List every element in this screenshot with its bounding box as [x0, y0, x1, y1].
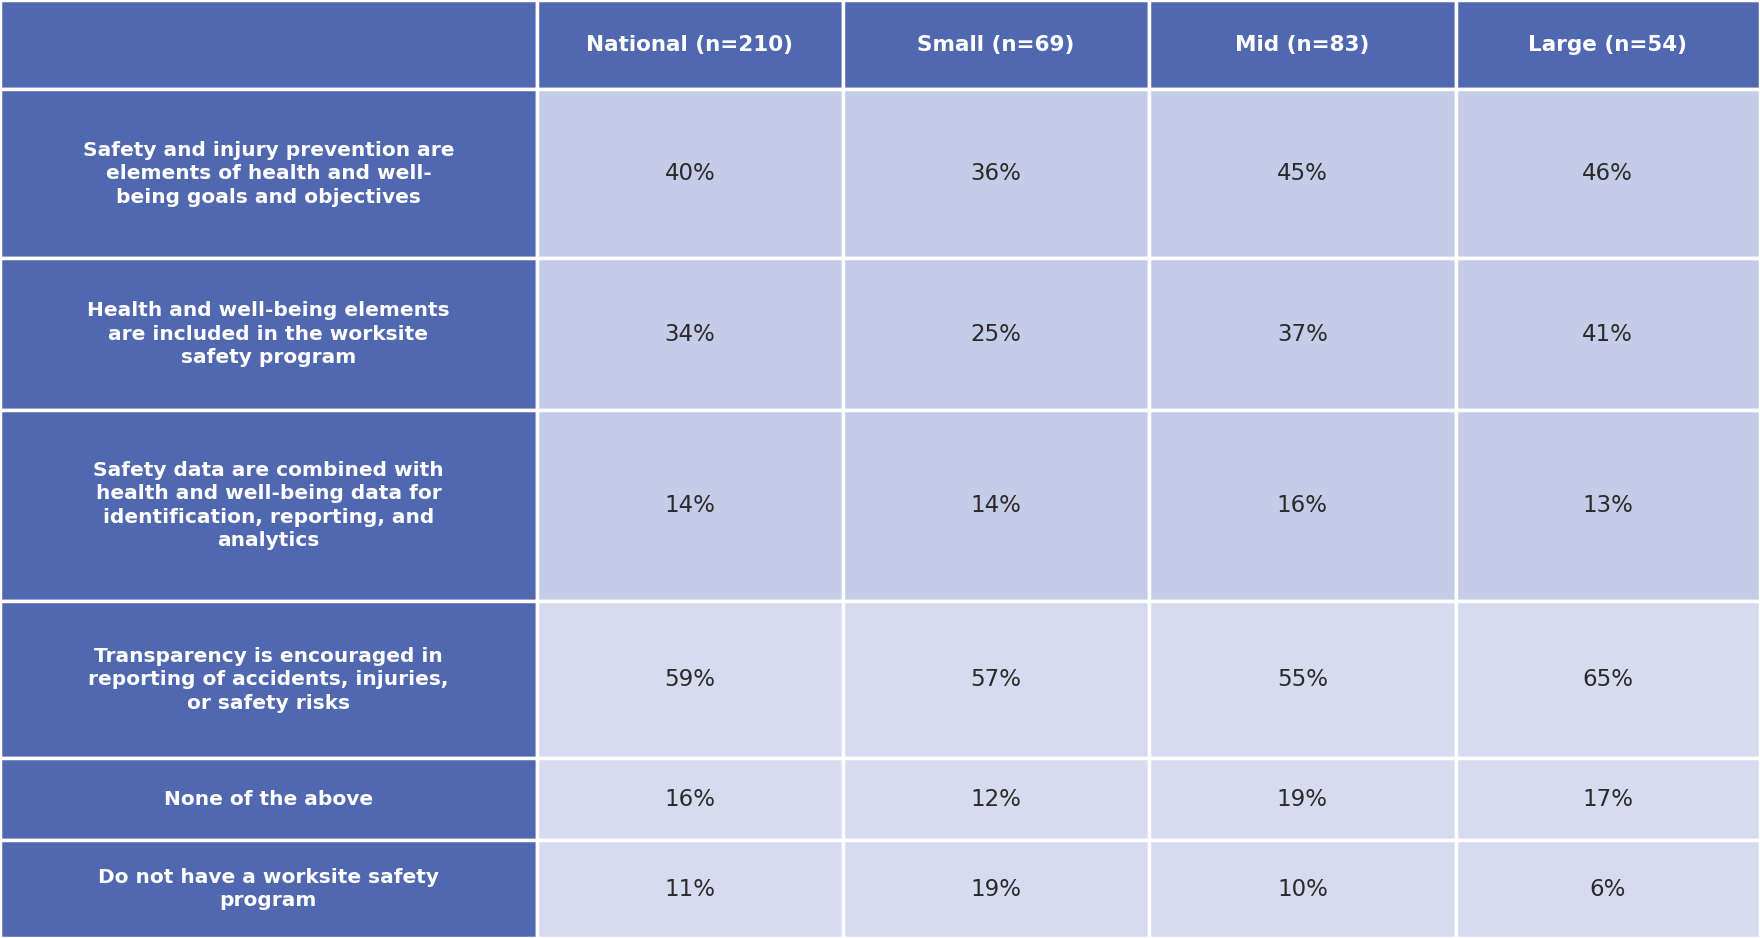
- Text: Safety data are combined with
health and well-being data for
identification, rep: Safety data are combined with health and…: [93, 461, 444, 551]
- Bar: [1456, 258, 1760, 410]
- Text: Small (n=69): Small (n=69): [917, 35, 1075, 54]
- Text: Large (n=54): Large (n=54): [1528, 35, 1688, 54]
- Bar: [0, 759, 537, 840]
- Text: 12%: 12%: [972, 788, 1021, 810]
- Text: 25%: 25%: [972, 323, 1021, 345]
- Bar: [843, 759, 1149, 840]
- Bar: [1149, 410, 1456, 600]
- Text: 36%: 36%: [972, 162, 1021, 185]
- Text: National (n=210): National (n=210): [586, 35, 794, 54]
- Text: Safety and injury prevention are
elements of health and well-
being goals and ob: Safety and injury prevention are element…: [83, 141, 454, 206]
- Text: 34%: 34%: [665, 323, 715, 345]
- Bar: [843, 410, 1149, 600]
- Bar: [843, 89, 1149, 258]
- Bar: [1149, 759, 1456, 840]
- Bar: [843, 258, 1149, 410]
- Text: None of the above: None of the above: [164, 790, 373, 809]
- Bar: [537, 840, 843, 938]
- Bar: [1456, 759, 1760, 840]
- Text: 46%: 46%: [1582, 162, 1633, 185]
- Bar: [1456, 0, 1760, 89]
- Text: 14%: 14%: [972, 494, 1021, 517]
- Bar: [843, 600, 1149, 759]
- Bar: [537, 410, 843, 600]
- Bar: [0, 840, 537, 938]
- Text: 41%: 41%: [1582, 323, 1633, 345]
- Text: 45%: 45%: [1278, 162, 1327, 185]
- Bar: [0, 600, 537, 759]
- Bar: [1456, 410, 1760, 600]
- Text: 19%: 19%: [972, 878, 1021, 900]
- Text: 37%: 37%: [1278, 323, 1327, 345]
- Text: 57%: 57%: [972, 668, 1021, 691]
- Text: Health and well-being elements
are included in the worksite
safety program: Health and well-being elements are inclu…: [86, 301, 451, 367]
- Bar: [843, 840, 1149, 938]
- Text: Transparency is encouraged in
reporting of accidents, injuries,
or safety risks: Transparency is encouraged in reporting …: [88, 646, 449, 713]
- Text: 6%: 6%: [1589, 878, 1626, 900]
- Bar: [537, 0, 843, 89]
- Text: 13%: 13%: [1582, 494, 1633, 517]
- Bar: [0, 89, 537, 258]
- Text: Do not have a worksite safety
program: Do not have a worksite safety program: [99, 868, 438, 910]
- Text: 59%: 59%: [665, 668, 715, 691]
- Text: 10%: 10%: [1278, 878, 1327, 900]
- Bar: [0, 0, 537, 89]
- Bar: [537, 258, 843, 410]
- Text: 16%: 16%: [1278, 494, 1327, 517]
- Text: 14%: 14%: [665, 494, 715, 517]
- Bar: [1149, 0, 1456, 89]
- Text: 11%: 11%: [665, 878, 715, 900]
- Bar: [0, 258, 537, 410]
- Bar: [537, 600, 843, 759]
- Bar: [1456, 600, 1760, 759]
- Bar: [537, 759, 843, 840]
- Bar: [1456, 840, 1760, 938]
- Text: 19%: 19%: [1278, 788, 1327, 810]
- Text: Mid (n=83): Mid (n=83): [1236, 35, 1369, 54]
- Text: 55%: 55%: [1278, 668, 1327, 691]
- Bar: [1456, 89, 1760, 258]
- Bar: [0, 410, 537, 600]
- Bar: [1149, 258, 1456, 410]
- Text: 65%: 65%: [1582, 668, 1633, 691]
- Bar: [1149, 840, 1456, 938]
- Text: 17%: 17%: [1582, 788, 1633, 810]
- Bar: [537, 89, 843, 258]
- Bar: [1149, 89, 1456, 258]
- Text: 40%: 40%: [665, 162, 715, 185]
- Bar: [843, 0, 1149, 89]
- Text: 16%: 16%: [665, 788, 715, 810]
- Bar: [1149, 600, 1456, 759]
